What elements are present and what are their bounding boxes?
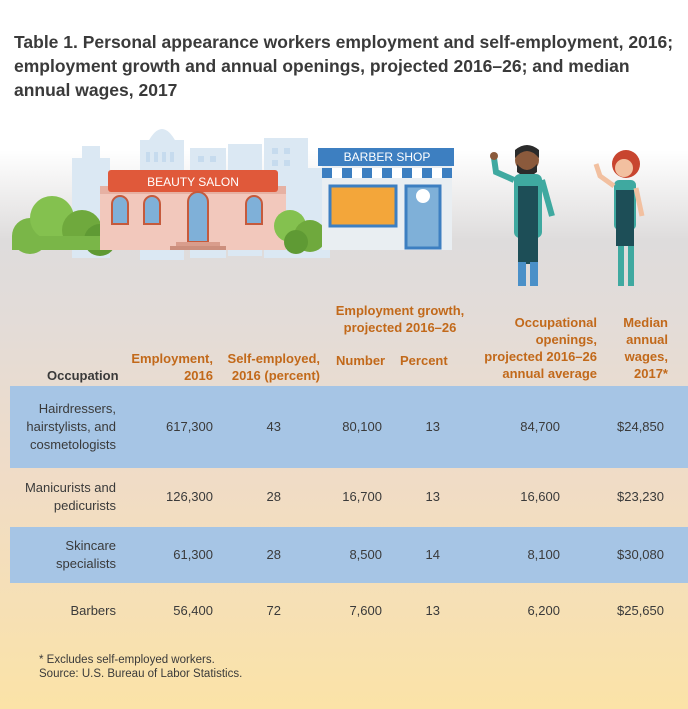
footnote: * Excludes self-employed workers. [39,654,215,666]
col-header-growth-percent: Percent [400,353,448,368]
table-row: Skincare specialists 61,300 28 8,500 14 8… [0,527,688,583]
openings-cell: 6,200 [527,603,560,618]
page-title: Table 1. Personal appearance workers emp… [14,32,674,100]
occupation-cell: Hairdressers, hairstylists, and cosmetolog… [26,401,116,452]
self-employed-cell: 28 [266,547,281,562]
growth-percent-cell: 13 [425,603,440,618]
employment-cell: 617,300 [166,419,213,434]
col-header-occupation: Occupation [47,368,119,383]
occupation-cell: Barbers [70,603,116,618]
openings-cell: 8,100 [527,547,560,562]
wages-cell: $23,230 [617,489,664,504]
employment-cell: 61,300 [173,547,213,562]
bush-image [12,196,116,256]
col-header-employment: Employment, 2016 [131,351,213,383]
col-header-wages: Median annual wages, 2017* [623,315,668,381]
occupation-cell: Manicurists and pedicurists [24,480,116,513]
growth-number-cell: 7,600 [349,603,382,618]
barber-figure-image [490,145,555,286]
col-header-openings: Occupational openings, projected 2016–26 an… [484,315,597,381]
col-header-self-employed: Self-employed, 2016 (percent) [227,351,320,383]
self-employed-cell: 28 [266,489,281,504]
col-header-employment-growth: Employment growth, projected 2016–26 [335,303,465,335]
occupation-cell: Skincare specialists [56,538,116,571]
illustration: BEAUTY SALON BARBER SHOP [12,129,645,286]
svg-text:BARBER SHOP: BARBER SHOP [344,150,431,164]
stylist-figure-image [593,150,645,286]
openings-cell: 16,600 [520,489,560,504]
source-note: Source: U.S. Bureau of Labor Statistics. [39,668,243,680]
openings-cell: 84,700 [520,419,560,434]
table-row: Manicurists and pedicurists 126,300 28 16… [0,470,688,526]
growth-number-cell: 80,100 [342,419,382,434]
beauty-salon-image: BEAUTY SALON [100,170,286,250]
table-row: Barbers 56,400 72 7,600 13 6,200 $25,650 [0,586,688,636]
employment-cell: 56,400 [173,603,213,618]
wages-cell: $30,080 [617,547,664,562]
row-band-highlight [10,386,688,468]
svg-text:BEAUTY SALON: BEAUTY SALON [147,175,239,189]
table-row: Hairdressers, hairstylists, and cosmetolog… [0,386,688,468]
growth-number-cell: 8,500 [349,547,382,562]
self-employed-cell: 43 [266,419,281,434]
self-employed-cell: 72 [266,603,281,618]
wages-cell: $25,650 [617,603,664,618]
row-band-highlight [10,527,688,583]
growth-percent-cell: 13 [425,489,440,504]
barber-shop-image: BARBER SHOP [318,148,454,250]
col-header-growth-number: Number [336,353,386,368]
growth-percent-cell: 14 [425,547,440,562]
growth-number-cell: 16,700 [342,489,382,504]
growth-percent-cell: 13 [425,419,440,434]
employment-cell: 126,300 [166,489,213,504]
wages-cell: $24,850 [617,419,664,434]
